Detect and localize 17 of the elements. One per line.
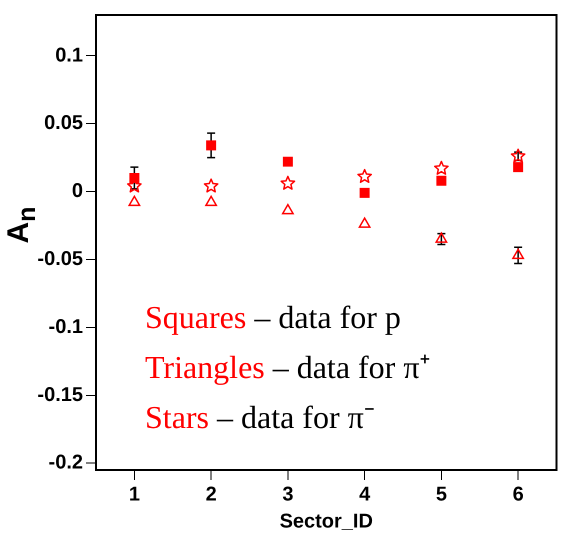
- y-tick-label: 0.05: [44, 112, 83, 134]
- y-tick-label: -0.2: [48, 452, 83, 474]
- annotation: Squares – data for p: [145, 299, 401, 335]
- x-tick-label: 6: [512, 484, 524, 506]
- x-tick-label: 1: [128, 484, 140, 506]
- y-tick-label: -0.1: [48, 316, 83, 338]
- y-tick-label: 0: [72, 180, 83, 202]
- annotation: Stars – data for π⁻: [145, 399, 375, 435]
- x-tick-label: 4: [359, 484, 372, 506]
- annotation: Triangles – data for π⁺: [145, 349, 430, 385]
- x-axis-title: Sector_ID: [280, 510, 373, 533]
- x-tick-label: 5: [436, 484, 447, 506]
- y-tick-label: 0.1: [55, 44, 83, 66]
- x-tick-label: 2: [206, 484, 217, 506]
- y-tick-label: -0.15: [37, 384, 83, 406]
- y-tick-label: -0.05: [37, 248, 83, 270]
- x-tick-label: 3: [282, 484, 294, 506]
